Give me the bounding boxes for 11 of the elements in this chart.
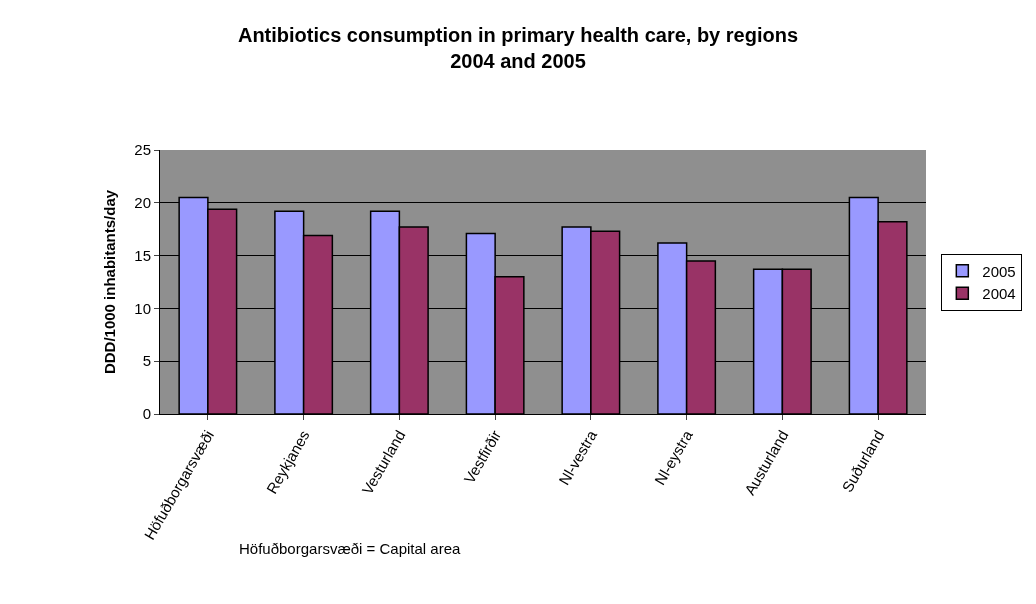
y-tick-label: 20: [134, 194, 151, 212]
legend-label: 2004: [982, 285, 1016, 303]
y-tick-label: 25: [134, 141, 151, 159]
text: Höfuðborgarsvæði = Capital area: [239, 540, 462, 557]
y-tick-label: 5: [142, 352, 151, 370]
chart-title: Antibiotics consumption in primary health care, by regions 2004 and 2005: [237, 24, 799, 73]
y-tick-label: 0: [142, 405, 151, 423]
y-axis-title: DDD/1000 inhabitants/day: [100, 189, 118, 375]
y-tick-label: 10: [134, 299, 151, 317]
y-tick-label: 15: [134, 246, 151, 264]
legend-label: 2005: [982, 262, 1016, 280]
